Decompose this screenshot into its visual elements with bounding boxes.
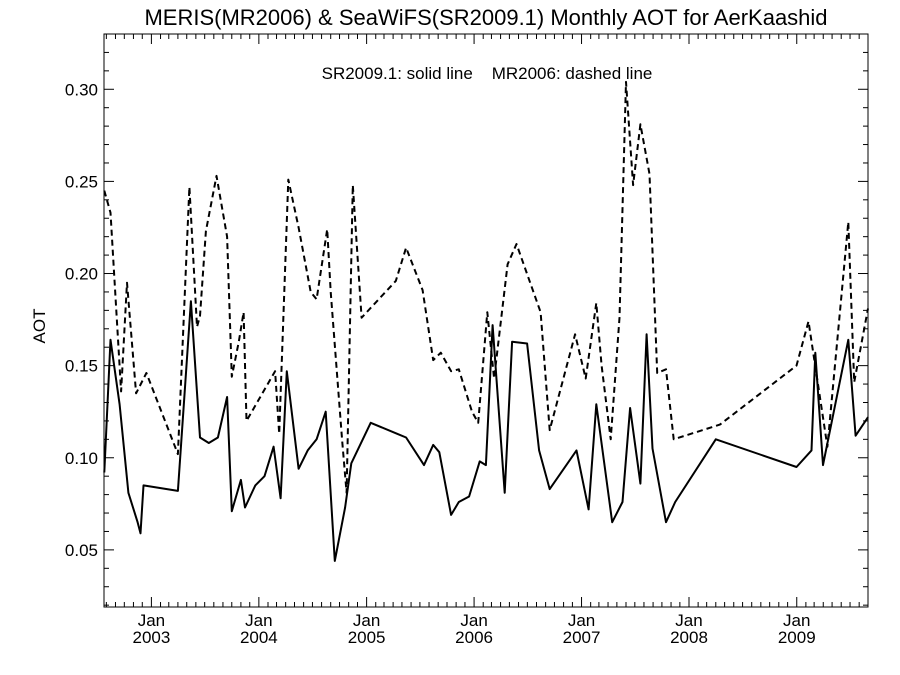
y-tick-label: 0.05: [65, 541, 98, 560]
x-tick-label-month: Jan: [568, 611, 595, 630]
y-tick-label: 0.30: [65, 80, 98, 99]
x-tick-label-year: 2009: [778, 628, 816, 647]
x-tick-label-year: 2003: [132, 628, 170, 647]
x-tick-label-year: 2008: [670, 628, 708, 647]
x-tick-label-month: Jan: [245, 611, 272, 630]
y-axis-label: AOT: [30, 309, 49, 344]
chart-title: MERIS(MR2006) & SeaWiFS(SR2009.1) Monthl…: [144, 5, 827, 30]
x-tick-label-month: Jan: [460, 611, 487, 630]
x-tick-label-year: 2007: [563, 628, 601, 647]
y-tick-label: 0.15: [65, 357, 98, 376]
x-tick-label-month: Jan: [783, 611, 810, 630]
series-layer: [103, 80, 869, 562]
series-line-sr2009-1: [103, 300, 869, 562]
y-tick-label: 0.25: [65, 172, 98, 191]
series-line-mr2006: [103, 80, 869, 494]
x-tick-label-year: 2006: [455, 628, 493, 647]
line-style-annotation: SR2009.1: solid line MR2006: dashed line: [322, 64, 653, 83]
axis-ticks: 0.050.100.150.200.250.30Jan2003Jan2004Ja…: [65, 34, 868, 647]
x-tick-label-month: Jan: [353, 611, 380, 630]
plot-frame: [103, 33, 869, 608]
x-tick-label-month: Jan: [138, 611, 165, 630]
y-tick-label: 0.20: [65, 265, 98, 284]
x-tick-label-year: 2004: [240, 628, 278, 647]
x-tick-label-year: 2005: [348, 628, 386, 647]
x-tick-label-month: Jan: [675, 611, 702, 630]
y-tick-label: 0.10: [65, 449, 98, 468]
